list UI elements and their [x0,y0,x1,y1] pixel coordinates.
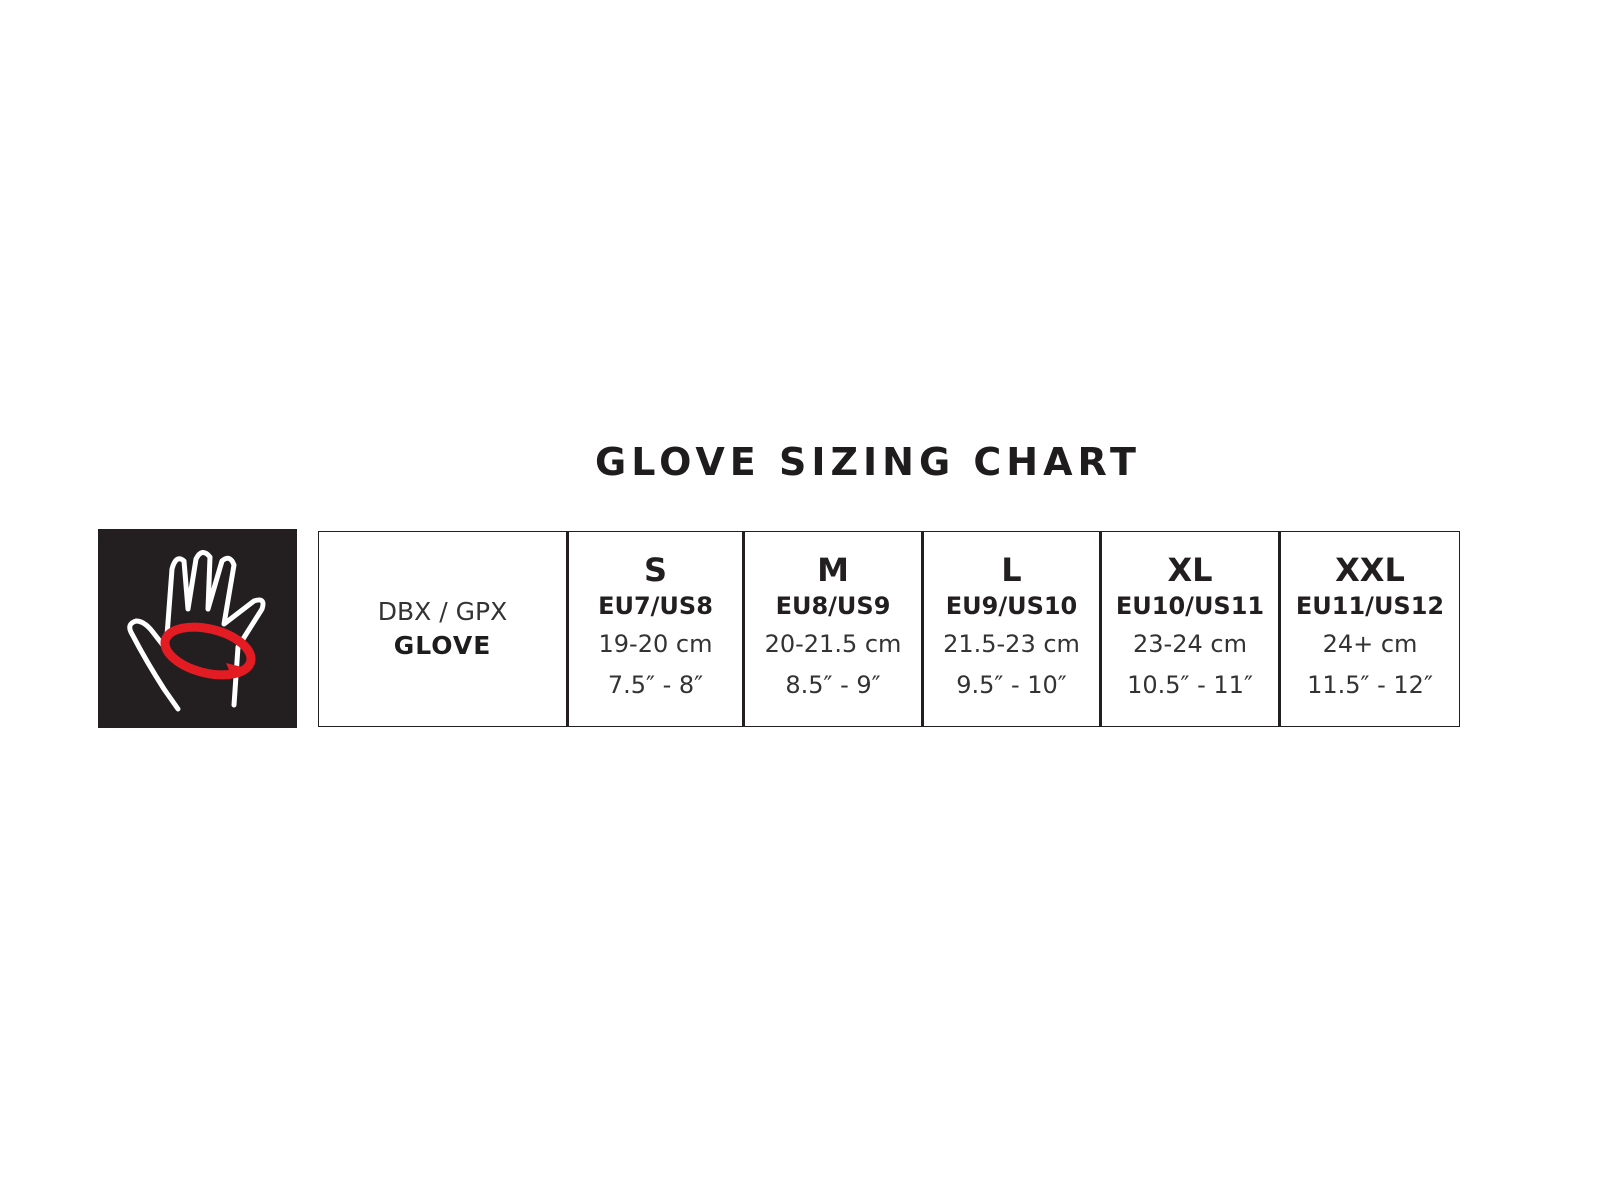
inch-range: 9.5″ - 10″ [956,671,1067,699]
inch-range: 8.5″ - 9″ [785,671,881,699]
inch-range: 11.5″ - 12″ [1307,671,1433,699]
eu-us-size: EU8/US9 [775,592,891,620]
size-label: L [1001,551,1022,589]
cm-range: 24+ cm [1322,630,1418,658]
eu-us-size: EU9/US10 [945,592,1078,620]
cm-range: 19-20 cm [598,630,713,658]
model-type: GLOVE [393,631,492,660]
cm-range: 23-24 cm [1133,630,1247,658]
size-column-m: M EU8/US9 20-21.5 cm 8.5″ - 9″ [742,532,921,726]
model-name: DBX / GPX [377,597,508,626]
size-column-s: S EU7/US8 19-20 cm 7.5″ - 8″ [566,532,742,726]
size-label: XXL [1335,551,1405,589]
eu-us-size: EU10/US11 [1115,592,1265,620]
eu-us-size: EU11/US12 [1295,592,1445,620]
size-column-xxl: XXL EU11/US12 24+ cm 11.5″ - 12″ [1278,532,1459,726]
inch-range: 10.5″ - 11″ [1127,671,1253,699]
size-column-l: L EU9/US10 21.5-23 cm 9.5″ - 10″ [921,532,1099,726]
size-label: XL [1167,551,1213,589]
inch-range: 7.5″ - 8″ [607,671,704,699]
hand-measure-icon [98,529,297,728]
cm-range: 20-21.5 cm [764,630,902,658]
size-label: M [817,551,849,589]
sizing-table: DBX / GPX GLOVE S EU7/US8 19-20 cm 7.5″ … [318,531,1460,727]
page-title: GLOVE SIZING CHART [595,440,1141,484]
size-column-xl: XL EU10/US11 23-24 cm 10.5″ - 11″ [1099,532,1278,726]
eu-us-size: EU7/US8 [598,592,713,620]
model-cell: DBX / GPX GLOVE [319,532,566,726]
size-label: S [643,551,668,589]
cm-range: 21.5-23 cm [943,630,1080,658]
